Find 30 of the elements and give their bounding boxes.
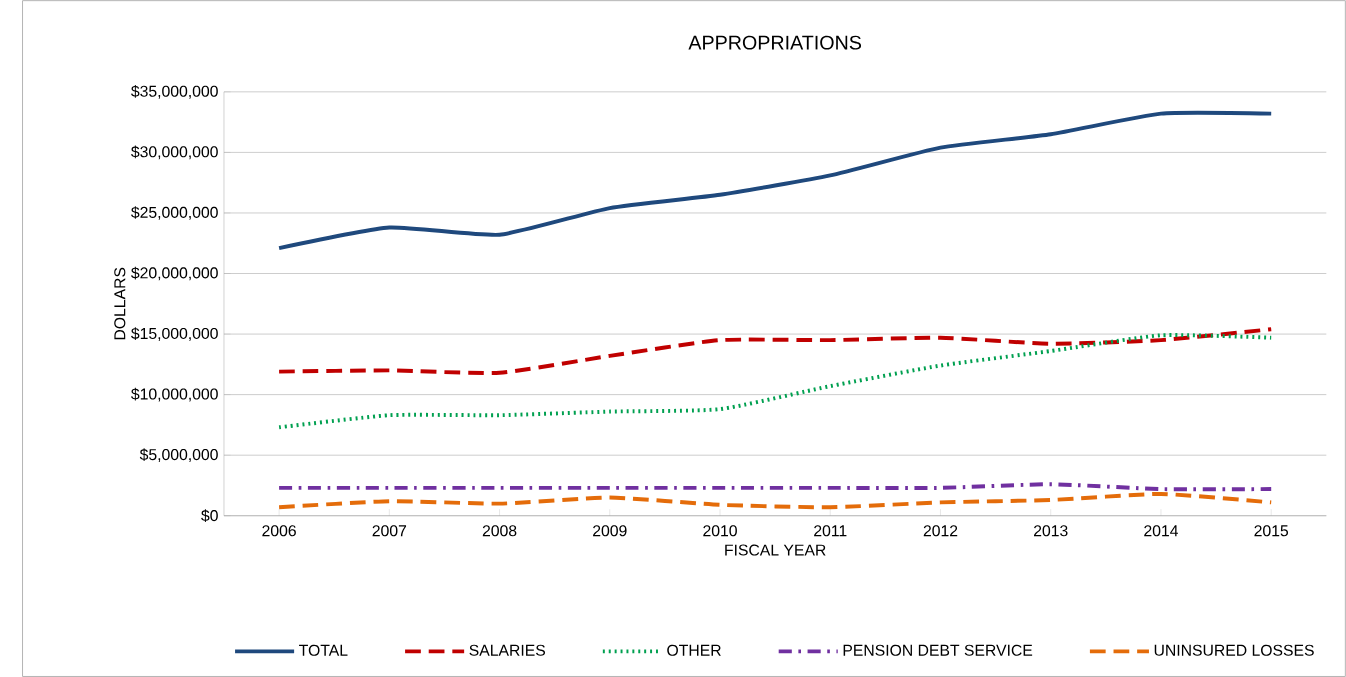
x-axis-title: FISCAL YEAR <box>725 544 826 556</box>
y-axis-title: DOLLARS <box>114 267 126 340</box>
x-tick-label: 2007 <box>372 525 407 537</box>
y-tick-label: $35,000,000 <box>131 84 218 99</box>
x-tick-label: 2006 <box>262 525 296 537</box>
chart-title: APPROPRIATIONS <box>688 35 862 50</box>
line-series <box>277 327 1274 375</box>
x-tick-label: 2011 <box>814 525 847 537</box>
line-series <box>277 110 1274 250</box>
legend-label: PENSION DEBT SERVICE <box>843 644 1033 656</box>
y-tick-label: $10,000,000 <box>131 387 218 402</box>
x-tick-label: 2012 <box>923 525 958 537</box>
y-tick-label: $0 <box>201 509 218 523</box>
y-tick-label: $30,000,000 <box>131 145 218 160</box>
x-tick-label: 2009 <box>593 525 627 537</box>
y-tick-label: $15,000,000 <box>131 327 218 341</box>
legend-label: OTHER <box>667 644 721 656</box>
x-tick-label: 2010 <box>703 525 737 537</box>
y-tick-label: $5,000,000 <box>139 448 218 462</box>
y-tick-label: $20,000,000 <box>131 266 218 281</box>
x-tick-label: 2008 <box>482 525 517 537</box>
legend-label: UNINSURED LOSSES <box>1154 644 1314 656</box>
legend-label: TOTAL <box>299 644 348 656</box>
line-series <box>277 491 1274 510</box>
x-tick-label: 2013 <box>1034 525 1068 537</box>
x-tick-label: 2015 <box>1254 525 1289 537</box>
x-tick-label: 2014 <box>1144 525 1179 537</box>
line-series <box>277 333 1274 430</box>
legend-label: SALARIES <box>469 644 546 656</box>
y-tick-label: $25,000,000 <box>131 206 218 220</box>
